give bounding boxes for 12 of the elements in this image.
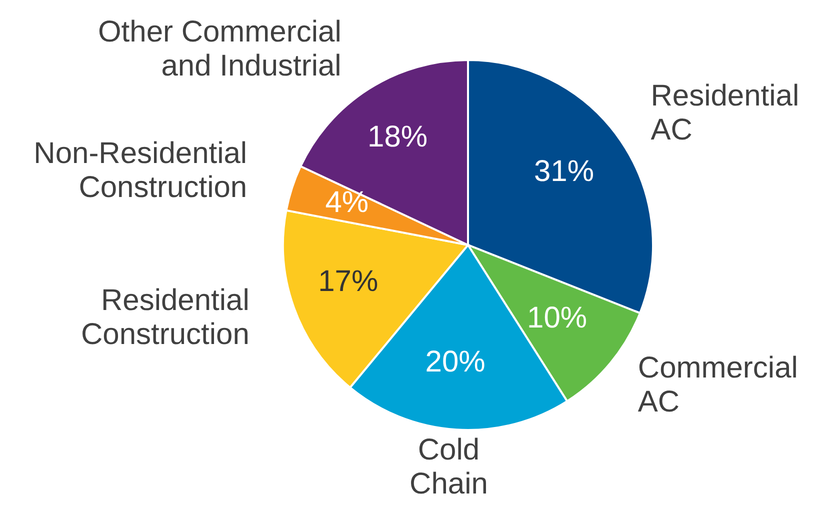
data-label: 31%	[534, 154, 594, 188]
data-label: 18%	[368, 120, 428, 154]
slice-label: Residential Construction	[81, 283, 250, 350]
slice-label: Cold Chain	[410, 433, 488, 500]
data-label: 20%	[425, 345, 486, 378]
data-label: 17%	[318, 264, 378, 298]
slice-label: Non-Residential Construction	[34, 136, 248, 204]
data-label: 4%	[325, 186, 369, 219]
data-label: 10%	[527, 301, 588, 334]
slice-label: Other Commercial and Industrial	[98, 14, 342, 82]
slice-label: Commercial AC	[638, 351, 798, 418]
slice-label: Residential AC	[650, 78, 800, 146]
